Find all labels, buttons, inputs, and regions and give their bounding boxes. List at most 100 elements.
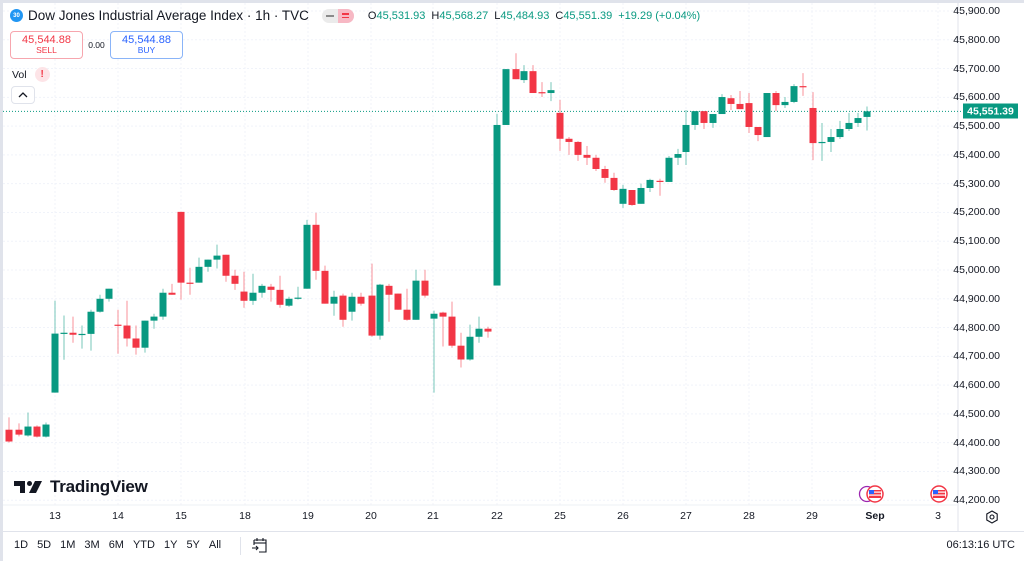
minus-icon xyxy=(322,9,338,23)
candle xyxy=(448,301,456,348)
candle xyxy=(700,111,708,129)
range-button-1d[interactable]: 1D xyxy=(14,539,29,551)
candle xyxy=(610,172,618,191)
candle xyxy=(159,288,167,320)
open-value: 45,531.93 xyxy=(376,9,426,22)
frame-top-border xyxy=(0,0,1024,3)
price-axis-label: 44,500.00 xyxy=(953,407,1000,420)
range-button-1m[interactable]: 1M xyxy=(60,539,76,551)
candle xyxy=(222,254,230,282)
high-value: 45,568.27 xyxy=(439,9,489,22)
time-axis-label: 22 xyxy=(491,510,503,522)
utc-clock[interactable]: 06:13:16 UTC xyxy=(946,539,1015,551)
last-price-label: 45,551.39 xyxy=(963,103,1018,119)
gear-icon xyxy=(986,510,998,524)
candle xyxy=(357,292,365,306)
time-axis-label: Sep xyxy=(865,510,885,522)
candle xyxy=(231,269,239,290)
candle xyxy=(484,326,492,338)
price-axis-label: 44,600.00 xyxy=(953,379,1000,392)
candle xyxy=(78,325,86,349)
candle xyxy=(321,265,329,304)
date-range-selector: 1D 5D 1M 3M 6M YTD 1Y 5Y All xyxy=(14,539,230,551)
candle xyxy=(646,178,654,193)
sell-label: SELL xyxy=(36,45,57,56)
collapse-indicators-button[interactable] xyxy=(11,86,35,104)
time-axis-label: 19 xyxy=(302,510,314,522)
price-axis-label: 44,800.00 xyxy=(953,321,1000,334)
candle xyxy=(60,315,68,360)
candle xyxy=(276,275,284,308)
us-flag-event-icon[interactable] xyxy=(929,484,949,509)
candle xyxy=(863,106,871,131)
time-axis-label: 25 xyxy=(554,510,566,522)
chart-settings-button[interactable] xyxy=(985,510,999,529)
economic-event-icon[interactable] xyxy=(858,484,888,509)
candle xyxy=(809,92,817,161)
candle xyxy=(105,288,113,302)
candle xyxy=(520,65,528,83)
candle xyxy=(745,93,753,134)
range-button-all[interactable]: All xyxy=(208,539,222,551)
calendar-goto-icon xyxy=(252,538,267,553)
buy-label: BUY xyxy=(137,45,156,56)
candle xyxy=(69,316,77,343)
price-axis-label: 44,700.00 xyxy=(953,350,1000,363)
volume-indicator[interactable]: Vol ! xyxy=(12,67,50,82)
buy-button[interactable]: 45,544.88 BUY xyxy=(110,31,183,59)
price-axis-label: 44,200.00 xyxy=(953,494,1000,507)
time-axis-label: 13 xyxy=(49,510,61,522)
candle xyxy=(763,93,771,138)
time-axis-label: 18 xyxy=(239,510,251,522)
candle xyxy=(709,114,717,128)
logo-text: TradingView xyxy=(50,477,148,496)
candle xyxy=(394,293,402,310)
candle xyxy=(656,178,664,196)
symbol-title[interactable]: Dow Jones Industrial Average Index · 1h … xyxy=(28,8,309,23)
candle xyxy=(24,412,32,437)
time-axis-label: 27 xyxy=(680,510,692,522)
buy-price: 45,544.88 xyxy=(122,33,171,46)
candle xyxy=(33,425,41,438)
candle xyxy=(430,310,438,393)
candle xyxy=(213,244,221,269)
candle xyxy=(827,128,835,153)
candle xyxy=(466,324,474,361)
candle xyxy=(836,120,844,140)
low-value: 45,484.93 xyxy=(500,9,550,22)
candle xyxy=(845,112,853,132)
range-button-1y[interactable]: 1Y xyxy=(163,539,178,551)
candle xyxy=(114,309,122,354)
range-button-5d[interactable]: 5D xyxy=(37,539,52,551)
bottom-toolbar xyxy=(3,531,1024,561)
price-axis-label: 45,500.00 xyxy=(953,120,1000,133)
candle xyxy=(574,141,582,161)
candle xyxy=(421,269,429,298)
candle xyxy=(665,156,673,182)
candle xyxy=(628,189,636,206)
warning-icon[interactable]: ! xyxy=(34,67,50,82)
candle xyxy=(96,294,104,313)
candle xyxy=(5,417,13,443)
candle xyxy=(718,94,726,115)
candle xyxy=(799,73,807,96)
range-button-5y[interactable]: 5Y xyxy=(186,539,200,551)
price-axis-label: 45,700.00 xyxy=(953,62,1000,75)
change-value: +19.29 (+0.04%) xyxy=(618,9,701,22)
candle xyxy=(854,112,862,127)
candle xyxy=(150,313,158,329)
range-button-ytd[interactable]: YTD xyxy=(132,539,155,551)
go-to-date-button[interactable] xyxy=(251,536,269,559)
range-button-6m[interactable]: 6M xyxy=(108,539,124,551)
range-button-3m[interactable]: 3M xyxy=(84,539,100,551)
candle xyxy=(637,183,645,204)
market-status-toggle[interactable] xyxy=(321,8,354,23)
candle xyxy=(538,82,546,98)
tradingview-logo[interactable]: TradingView xyxy=(14,477,148,497)
candle xyxy=(348,292,356,321)
candle xyxy=(412,269,420,320)
candle xyxy=(736,91,744,110)
sell-button[interactable]: 45,544.88 SELL xyxy=(10,31,83,59)
